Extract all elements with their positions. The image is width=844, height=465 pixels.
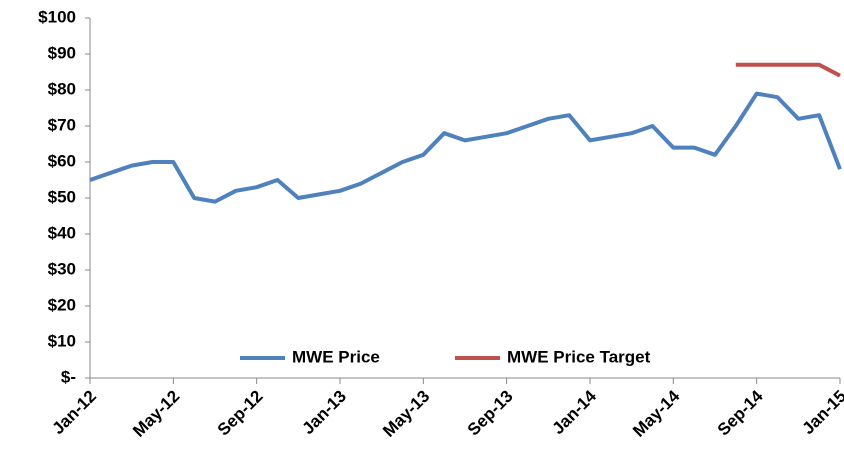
y-tick-label: $30	[48, 259, 76, 278]
legend-label: MWE Price	[292, 347, 380, 366]
x-tick-label: Jan-13	[298, 387, 350, 439]
y-tick-label: $-	[61, 367, 76, 386]
y-tick-label: $50	[48, 187, 76, 206]
x-tick-label: Sep-12	[214, 387, 267, 440]
y-tick-label: $90	[48, 43, 76, 62]
x-tick-label: Sep-13	[464, 387, 517, 440]
x-tick-label: Jan-12	[48, 387, 100, 439]
x-tick-label: Jan-14	[548, 386, 600, 438]
x-tick-label: May-13	[379, 387, 433, 441]
y-tick-label: $80	[48, 79, 76, 98]
legend-label: MWE Price Target	[507, 347, 651, 366]
line-series	[89, 91, 842, 204]
y-tick-label: $40	[48, 223, 76, 242]
x-tick-label: Jan-15	[798, 387, 844, 439]
line-series	[735, 62, 841, 78]
y-tick-label: $100	[38, 7, 76, 26]
x-tick-label: May-12	[129, 387, 183, 441]
y-tick-label: $70	[48, 115, 76, 134]
y-tick-label: $20	[48, 295, 76, 314]
y-tick-label: $10	[48, 331, 76, 350]
y-tick-label: $60	[48, 151, 76, 170]
x-tick-label: May-14	[629, 386, 684, 441]
x-tick-label: Sep-14	[714, 386, 767, 439]
